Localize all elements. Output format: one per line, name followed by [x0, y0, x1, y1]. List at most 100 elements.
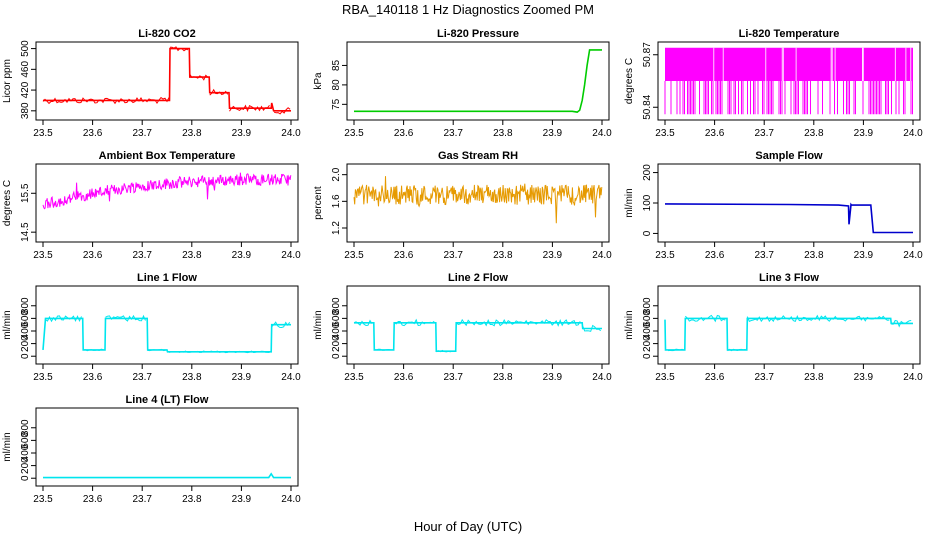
y-tick-label: 400 — [20, 322, 31, 339]
plot-frame — [657, 41, 921, 121]
data-series-line — [42, 172, 292, 210]
x-tick-label: 23.7 — [132, 250, 152, 261]
y-axis-label: Licor ppm — [2, 59, 13, 103]
plot-frame — [657, 163, 921, 243]
y-tick-label: 600 — [642, 310, 653, 327]
x-tick-label: 23.8 — [804, 372, 824, 383]
x-tick-label: 23.5 — [33, 494, 53, 505]
data-series-noise — [353, 318, 602, 353]
figure-x-axis-label: Hour of Day (UTC) — [414, 519, 522, 534]
chart-title: Ambient Box Temperature — [99, 150, 236, 162]
chart-title: Line 4 (LT) Flow — [126, 394, 209, 406]
x-tick-label: 23.6 — [705, 128, 725, 139]
chart-title: Line 2 Flow — [448, 272, 508, 284]
y-tick-label: 0 — [20, 475, 31, 481]
x-tick-label: 23.7 — [754, 372, 774, 383]
x-tick-label: 24.0 — [903, 250, 923, 261]
x-tick-label: 24.0 — [592, 250, 612, 261]
x-tick-label: 23.8 — [182, 250, 202, 261]
y-axis-label: ml/min — [2, 310, 13, 339]
y-tick-label: 1.2 — [331, 221, 342, 235]
data-band-lower — [664, 81, 913, 115]
x-tick-label: 23.5 — [655, 372, 675, 383]
data-series-noise — [667, 314, 912, 352]
x-tick-label: 23.6 — [705, 372, 725, 383]
y-tick-label: 80 — [331, 79, 342, 91]
x-tick-label: 24.0 — [592, 372, 612, 383]
x-tick-label: 24.0 — [903, 372, 923, 383]
y-tick-label: 0 — [642, 230, 653, 236]
plot-frame — [346, 285, 610, 365]
x-tick-label: 23.5 — [344, 250, 364, 261]
x-tick-label: 23.6 — [83, 372, 103, 383]
x-tick-label: 23.9 — [232, 372, 252, 383]
data-series-line — [354, 322, 602, 352]
x-tick-label: 24.0 — [281, 250, 301, 261]
chart-panels: Li-820 CO2 23.5 23.6 23.7 23.8 23.9 24.0 380 420… — [2, 28, 923, 505]
y-tick-label: 380 — [20, 102, 31, 119]
x-tick-label: 23.9 — [232, 128, 252, 139]
data-layer — [353, 176, 603, 224]
y-tick-label: 14.5 — [20, 222, 31, 242]
x-tick-label: 23.8 — [493, 372, 513, 383]
y-tick-label: 460 — [20, 61, 31, 78]
y-axis-label: ml/min — [313, 310, 324, 339]
data-series-line — [42, 317, 291, 353]
y-tick-label: 800 — [20, 297, 31, 314]
data-series-noise — [42, 46, 291, 115]
x-tick-label: 23.5 — [655, 128, 675, 139]
y-tick-label: 0 — [642, 353, 653, 359]
data-layer — [43, 472, 291, 479]
x-tick-label: 23.6 — [394, 128, 414, 139]
y-axis-label: degrees C — [2, 180, 13, 226]
x-tick-label: 23.5 — [655, 250, 675, 261]
y-tick-label: 2.0 — [331, 167, 342, 181]
y-tick-label: 600 — [331, 310, 342, 327]
plot-frame — [35, 285, 299, 365]
y-tick-label: 100 — [642, 194, 653, 211]
data-layer — [354, 49, 602, 113]
x-tick-label: 23.8 — [182, 128, 202, 139]
x-tick-label: 23.7 — [443, 128, 463, 139]
y-tick-label: 15.5 — [20, 183, 31, 203]
x-tick-label: 23.8 — [493, 250, 513, 261]
data-series-line — [354, 49, 602, 113]
x-tick-label: 23.7 — [754, 250, 774, 261]
data-series-line — [664, 317, 913, 351]
y-axis-label: kPa — [313, 72, 324, 90]
chart-panel-4: Ambient Box Temperature 23.5 23.6 23.7 23.8 2… — [2, 150, 301, 261]
chart-title: Li-820 CO2 — [138, 28, 195, 40]
x-tick-label: 23.5 — [33, 372, 53, 383]
chart-title: Li-820 Temperature — [739, 28, 840, 40]
plot-frame — [35, 407, 299, 487]
data-series-noise — [45, 314, 291, 354]
y-tick-label: 400 — [20, 444, 31, 461]
y-tick-label: 200 — [20, 335, 31, 352]
data-layer — [42, 172, 292, 210]
y-tick-label: 200 — [20, 457, 31, 474]
x-tick-label: 23.9 — [232, 250, 252, 261]
y-tick-label: 600 — [20, 310, 31, 327]
chart-title: Gas Stream RH — [438, 150, 518, 162]
chart-panel-7: Line 1 Flow 23.5 23.6 23.7 23.8 23.9 24.0 02004… — [2, 272, 301, 383]
y-tick-label: 0 — [20, 353, 31, 359]
x-tick-label: 23.6 — [83, 128, 103, 139]
y-axis-label: percent — [313, 186, 324, 220]
y-tick-label: 400 — [642, 322, 653, 339]
y-tick-label: 75 — [331, 98, 342, 110]
chart-panel-2: Li-820 Pressure 23.5 23.6 23.7 23.8 23.9 24.0 7… — [313, 28, 612, 139]
x-tick-label: 23.5 — [33, 128, 53, 139]
data-band-upper — [665, 47, 913, 81]
plot-frame — [657, 285, 921, 365]
data-layer — [664, 202, 913, 234]
data-layer — [42, 314, 291, 354]
y-tick-label: 200 — [642, 164, 653, 181]
y-tick-label: 1.6 — [331, 194, 342, 208]
y-axis-label: degrees C — [624, 58, 635, 104]
x-tick-label: 23.6 — [83, 494, 103, 505]
chart-panel-3: Li-820 Temperature 23.5 23.6 23.7 23.8 23.9 24… — [624, 28, 923, 139]
y-tick-label: 500 — [20, 40, 31, 57]
data-series-line — [43, 472, 291, 479]
y-tick-label: 800 — [642, 297, 653, 314]
